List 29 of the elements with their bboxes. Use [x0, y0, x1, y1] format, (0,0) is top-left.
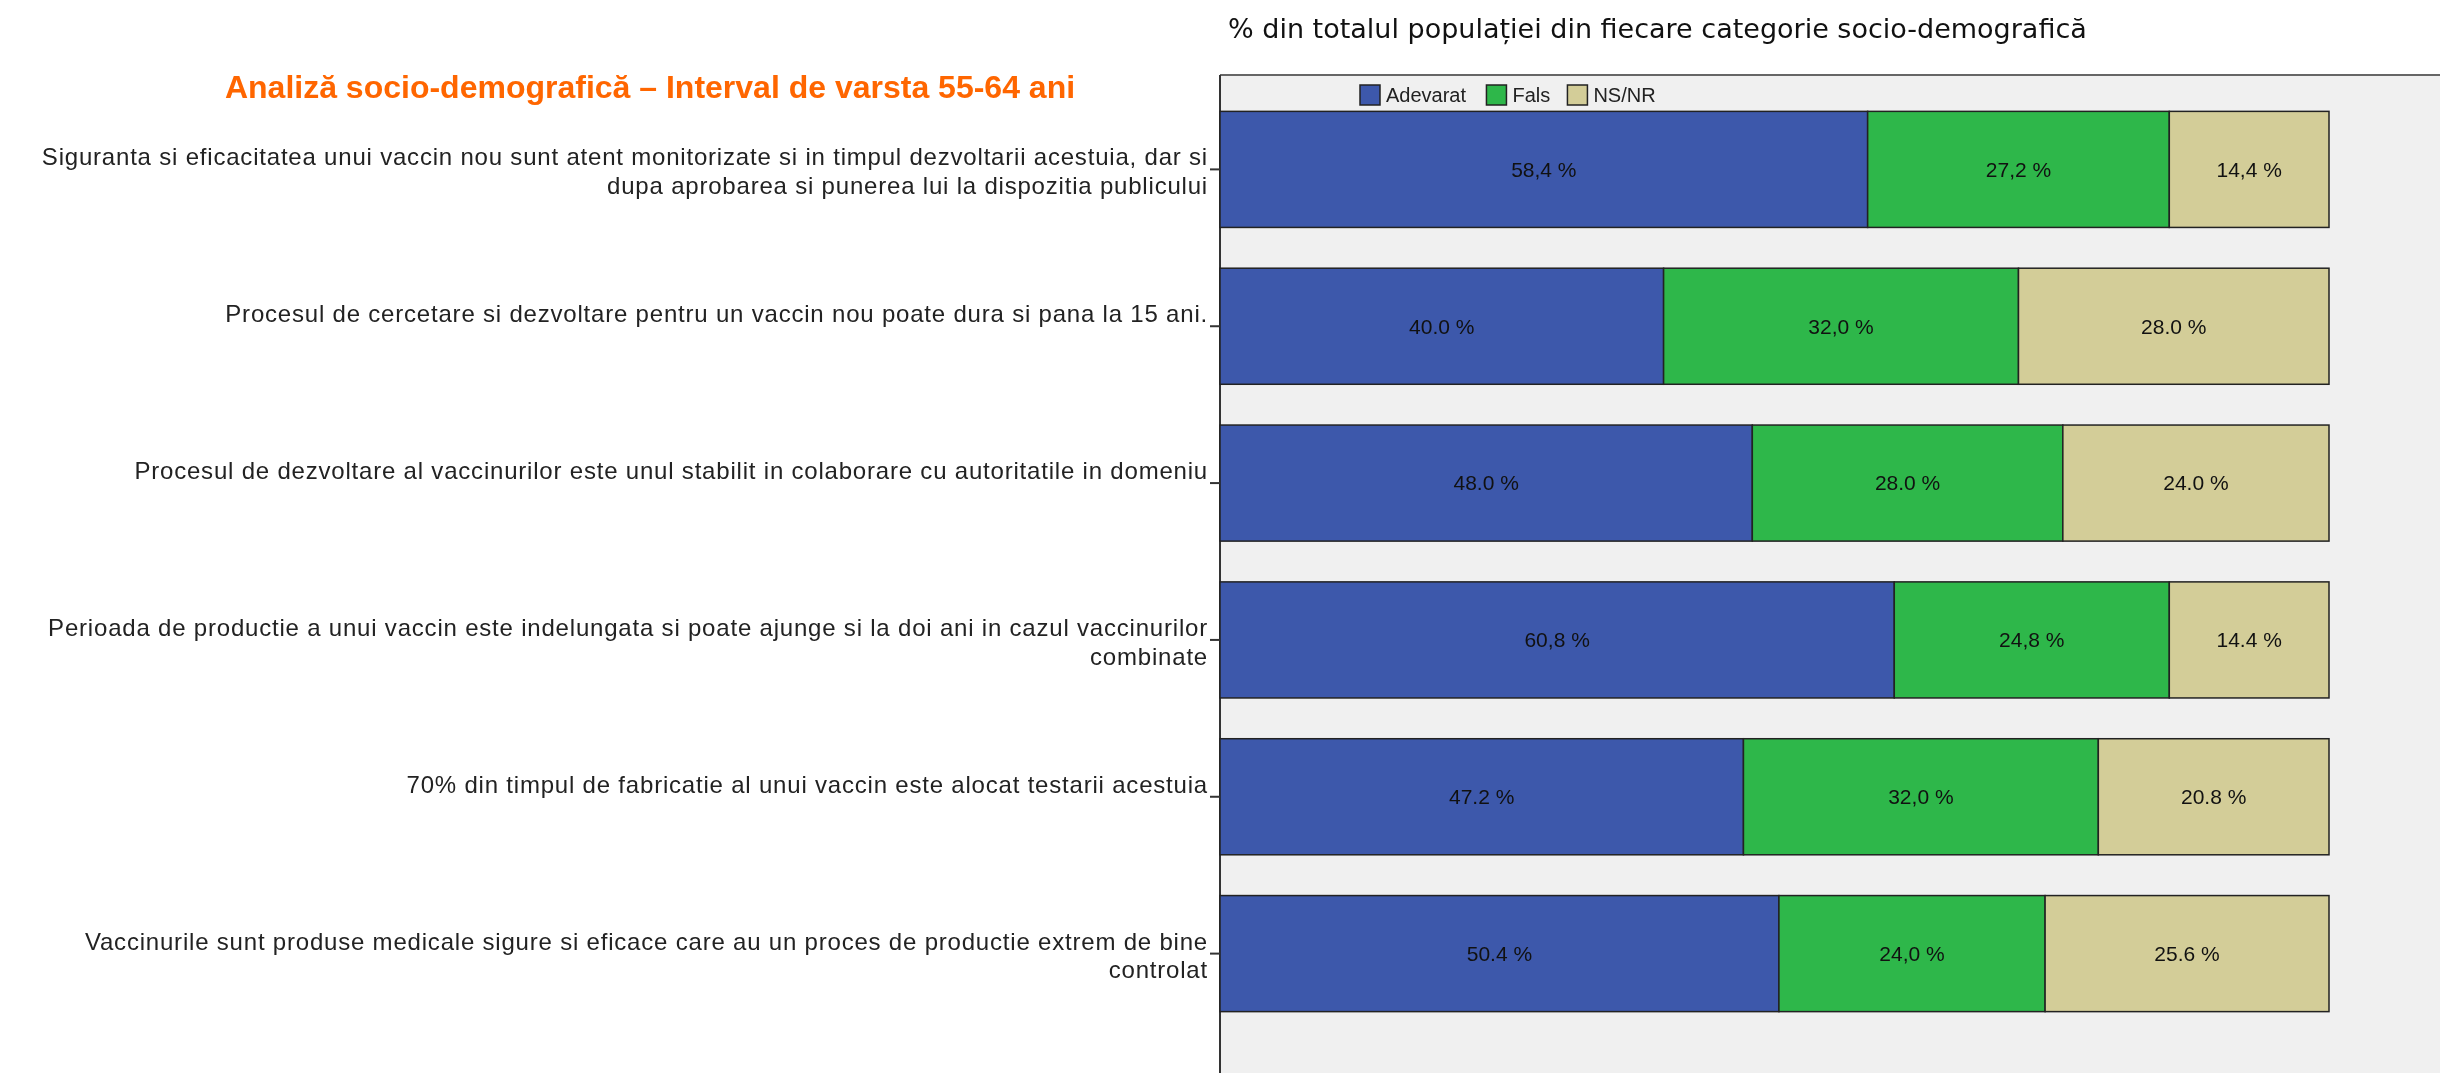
data-label: 40.0 %: [1409, 314, 1475, 338]
y-tick-label: Procesul de dezvoltare al vaccinurilor este unul stabilit in colaborare cu autoritatile in domeniu: [134, 457, 1208, 485]
data-label: 48.0 %: [1453, 471, 1519, 495]
data-label: 27,2 %: [1985, 157, 2052, 181]
y-tick-label: Siguranta si eficacitatea unui vaccin nou sunt atent monitorizate si in timpul dezvoltarii acestuia, dar si dupa aprobarea si punerea lui la dispozitia publicului: [41, 143, 1208, 200]
y-tick-label: Procesul de cercetare si dezvoltare pentru un vaccin nou poate dura si pana la 15 ani.: [225, 300, 1208, 328]
chart-subtitle: % din totalul populației din fiecare categorie socio-demografică: [1228, 13, 2087, 45]
data-label: 24,0 %: [1879, 941, 1945, 965]
data-label: 24,8 %: [1999, 628, 2065, 652]
text: Analiză socio-demografică – Interval de varsta 55-64 ani: [224, 69, 1076, 105]
legend-label: NS/NR: [1593, 84, 1656, 106]
y-tick-label: Perioada de productie a unui vaccin este indelungata si poate ajunge si la doi ani in cazul vaccinurilor combinate: [48, 613, 1208, 670]
legend-label: Adevarat: [1386, 84, 1467, 106]
legend-label: Fals: [1512, 84, 1551, 106]
y-tick-label: Vaccinurile sunt produse medicale sigure si eficace care au un proces de productie extrem de bine controlat: [84, 927, 1208, 984]
data-label: 47.2 %: [1449, 785, 1515, 809]
data-label: 25.6 %: [2154, 941, 2220, 965]
data-label: 14,4 %: [2216, 157, 2282, 181]
y-tick-label: 70% din timpul de fabricatie al unui vaccin este alocat testarii acestuia: [406, 770, 1208, 798]
data-label: 32,0 %: [1888, 785, 1954, 809]
data-label: 24.0 %: [2163, 471, 2229, 495]
data-label: 14.4 %: [2216, 628, 2282, 652]
data-label: 28.0 %: [1874, 471, 1941, 495]
data-label: 50.4 %: [1466, 941, 1533, 965]
data-label: 60,8 %: [1524, 628, 1590, 652]
data-label: 28.0 %: [2141, 314, 2207, 338]
data-label: 32,0 %: [1808, 314, 1874, 338]
data-label: 20.8 %: [2180, 785, 2247, 809]
data-label: 58,4 %: [1511, 157, 1577, 181]
